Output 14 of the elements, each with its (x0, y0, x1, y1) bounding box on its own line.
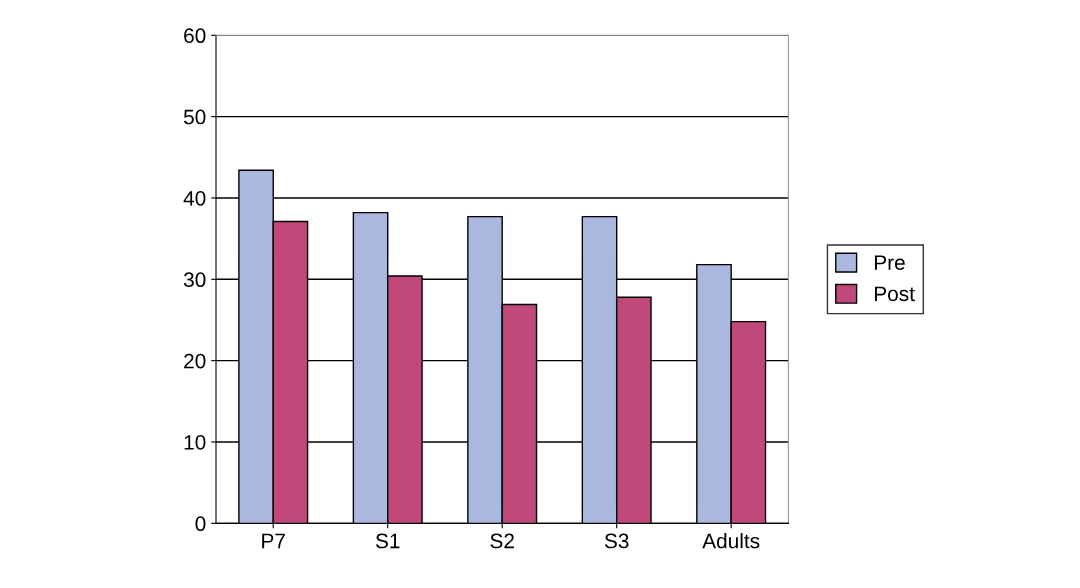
y-tick-label: 50 (183, 109, 206, 125)
y-tick-label: 10 (184, 434, 206, 450)
y-tick-label: 60 (184, 28, 206, 44)
x-tick-label: S1 (375, 533, 400, 549)
y-tick-label: 40 (183, 190, 206, 206)
x-tick-label: S3 (604, 533, 629, 549)
legend-label: Post (874, 286, 915, 302)
x-tick-label: S2 (490, 533, 514, 549)
x-tick-label: P7 (262, 533, 285, 549)
legend-label: Pre (874, 255, 905, 270)
y-tick-label: 20 (184, 353, 206, 369)
x-tick-label: Adults (702, 533, 760, 549)
y-tick-label: 30 (183, 272, 206, 288)
y-tick-label: 0 (195, 516, 206, 532)
